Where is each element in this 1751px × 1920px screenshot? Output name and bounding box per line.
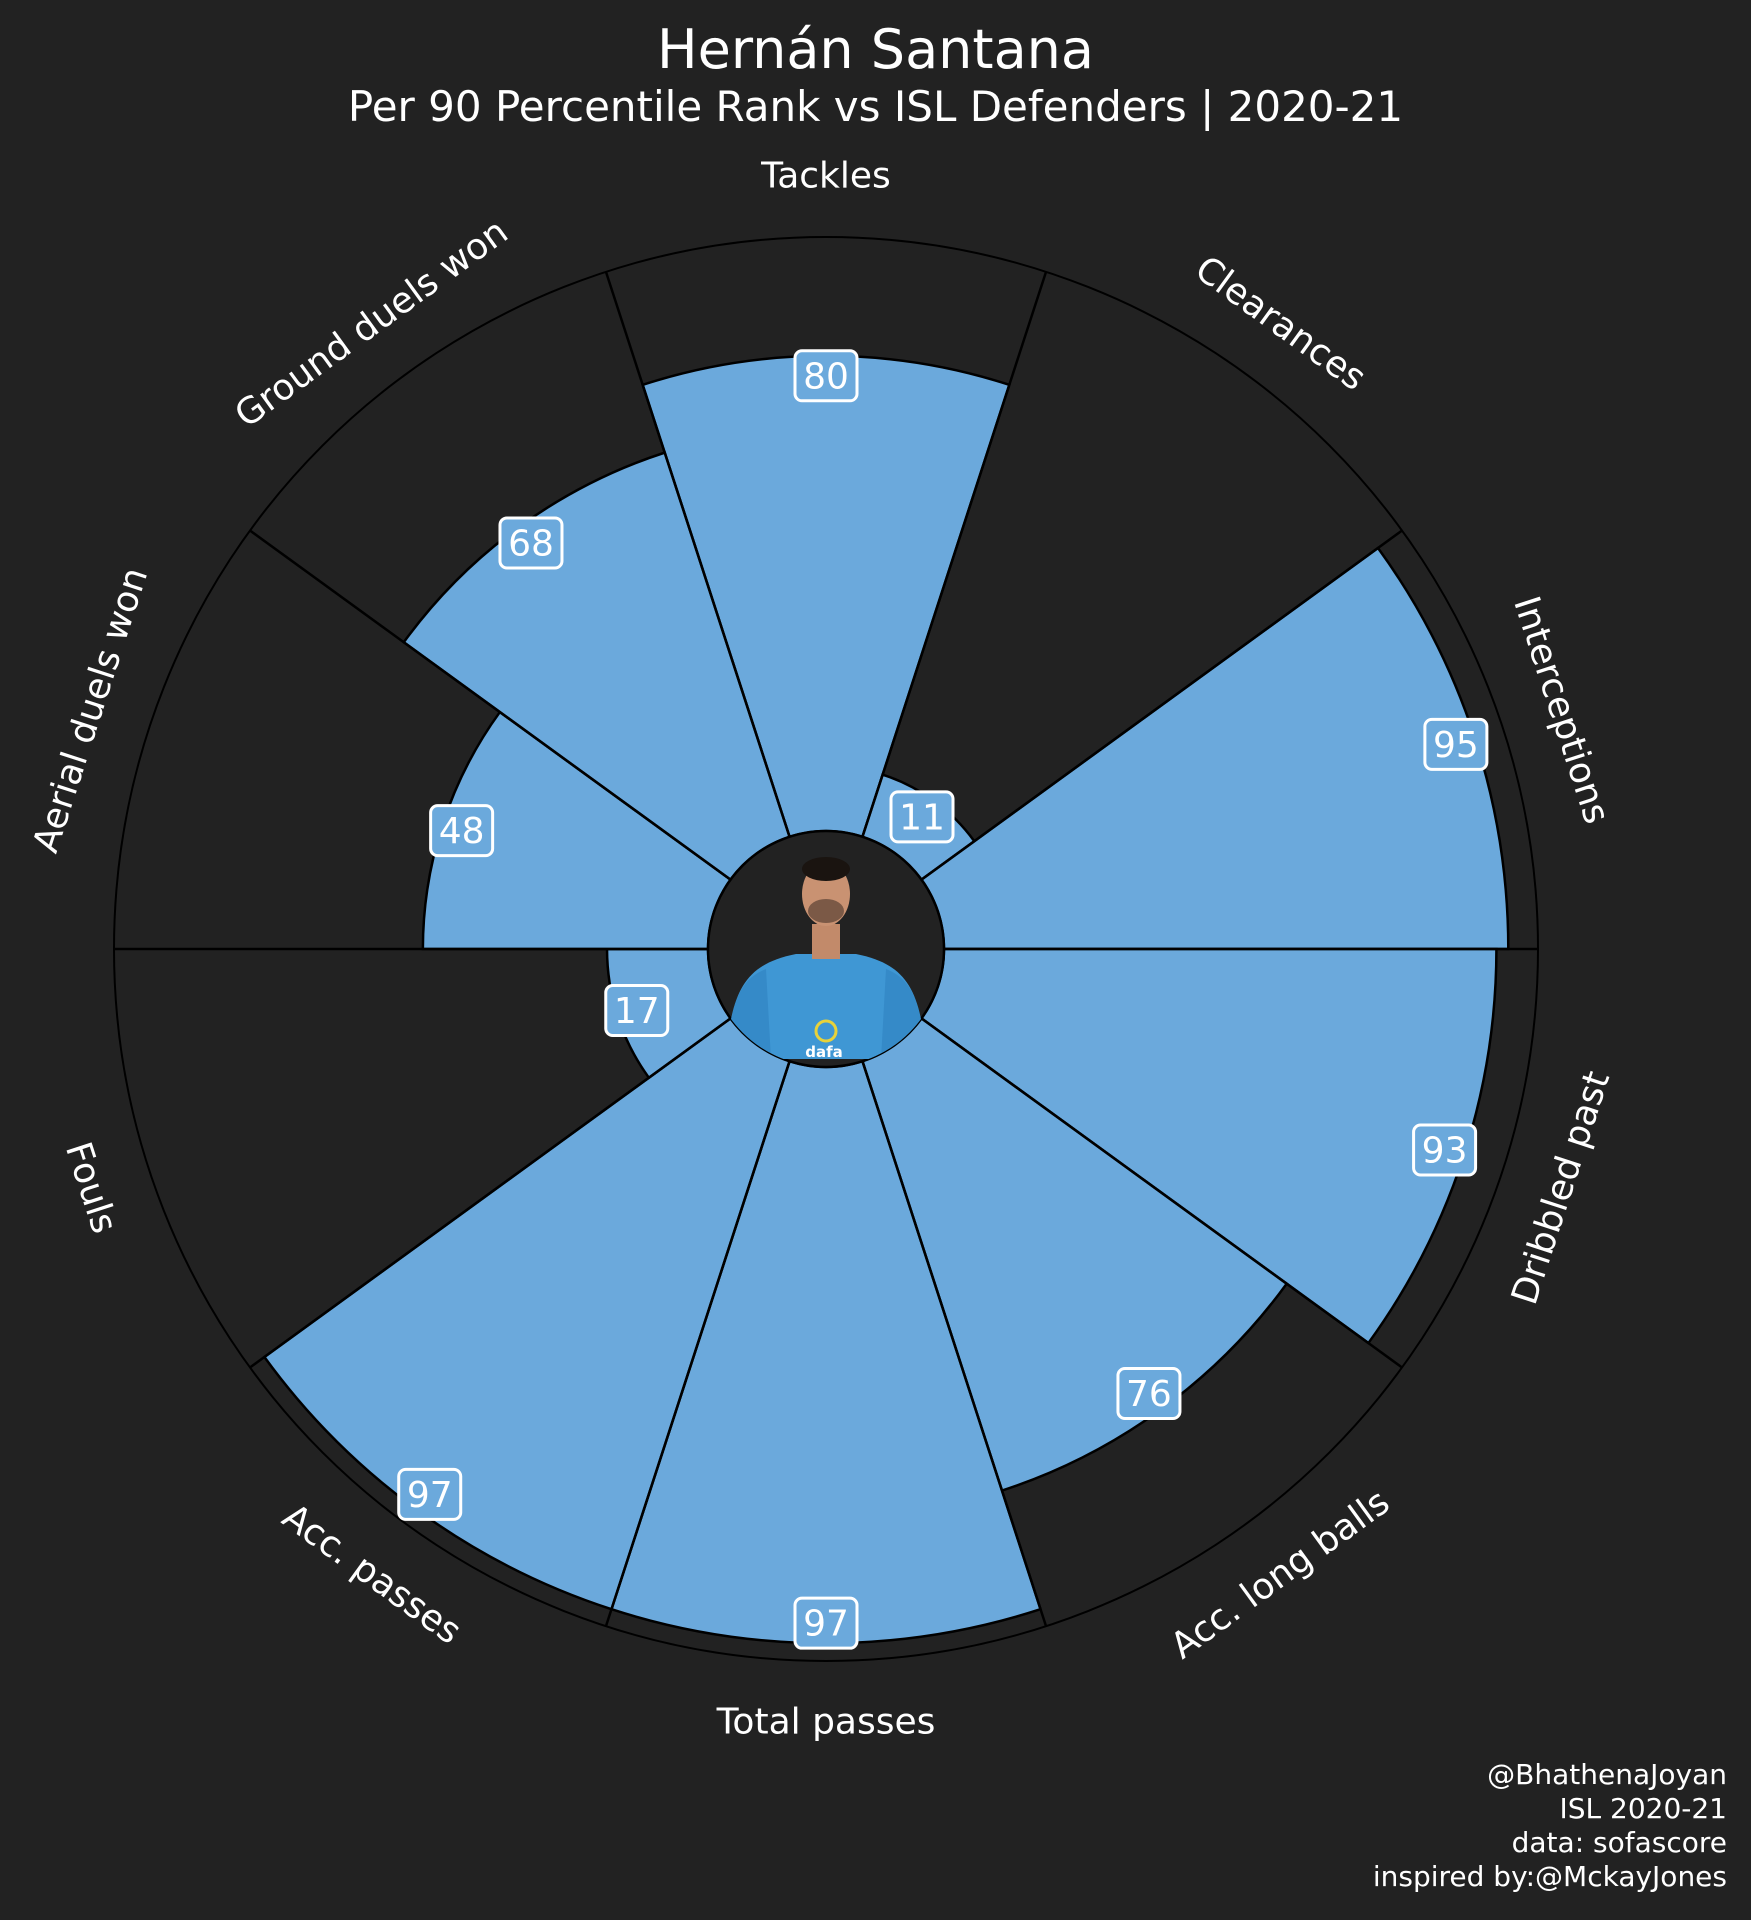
credit-inspired: inspired by:@MckayJones <box>1372 1860 1727 1893</box>
category-label: Tackles <box>760 156 891 197</box>
credit-author: @BhathenaJoyan <box>1487 1758 1727 1791</box>
svg-text:97: 97 <box>407 1475 453 1516</box>
svg-text:48: 48 <box>439 811 485 852</box>
category-label: Total passes <box>716 1702 936 1743</box>
value-label: 97 <box>397 1467 463 1521</box>
value-label: 93 <box>1412 1123 1478 1177</box>
segment-divider <box>861 1060 1048 1627</box>
value-label: 97 <box>793 1596 859 1650</box>
svg-text:97: 97 <box>803 1604 849 1645</box>
svg-text:76: 76 <box>1126 1374 1172 1415</box>
value-label: 95 <box>1423 717 1489 771</box>
value-label: 76 <box>1116 1367 1182 1421</box>
value-label: 80 <box>793 349 859 403</box>
value-label: 68 <box>498 516 564 570</box>
category-label: Fouls <box>57 1137 125 1238</box>
segment-divider <box>249 529 732 881</box>
svg-text:dafa: dafa <box>805 1043 843 1061</box>
segment-divider <box>920 529 1403 881</box>
chart-title: Hernán Santana <box>657 18 1094 81</box>
svg-text:17: 17 <box>614 991 660 1032</box>
credit-league: ISL 2020-21 <box>1559 1792 1727 1825</box>
svg-text:11: 11 <box>899 797 945 838</box>
svg-text:95: 95 <box>1433 725 1479 766</box>
svg-text:80: 80 <box>803 356 849 397</box>
segment-divider <box>604 271 791 838</box>
value-label: 17 <box>604 983 670 1037</box>
segment-divider <box>249 1017 732 1369</box>
credit-source: data: sofascore <box>1511 1826 1727 1859</box>
credits: @BhathenaJoyan ISL 2020-21 data: sofasco… <box>1373 1758 1727 1894</box>
segment-divider <box>604 1060 791 1627</box>
value-label: 48 <box>429 804 495 858</box>
svg-text:68: 68 <box>508 523 554 564</box>
segment-divider <box>920 1017 1403 1369</box>
segment-divider <box>861 271 1048 838</box>
category-label: Interceptions <box>1505 591 1617 828</box>
value-label: 11 <box>889 790 955 844</box>
chart-subtitle: Per 90 Percentile Rank vs ISL Defenders … <box>347 82 1404 131</box>
svg-text:93: 93 <box>1422 1130 1468 1171</box>
